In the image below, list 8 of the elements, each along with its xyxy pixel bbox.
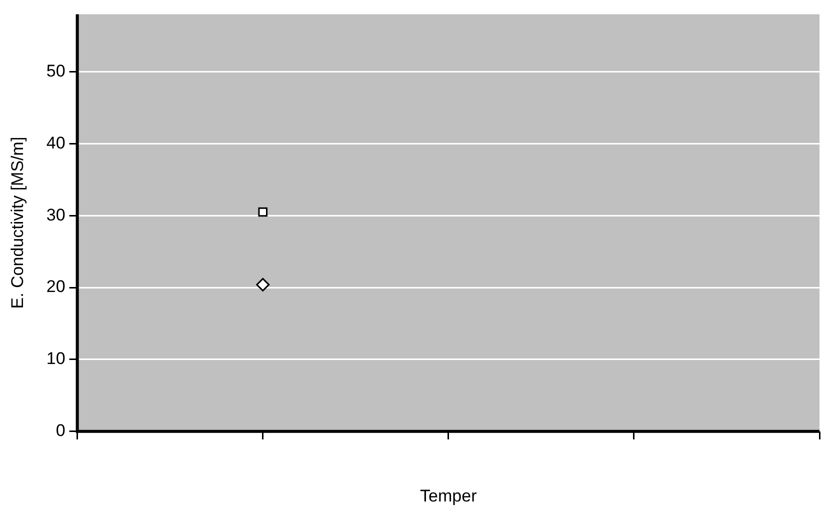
y-tick-label: 30 bbox=[46, 205, 66, 224]
y-tick-label: 50 bbox=[46, 61, 66, 80]
x-axis-title: Temper bbox=[420, 486, 478, 506]
y-tick-label: 10 bbox=[46, 349, 66, 368]
y-axis-title: E. Conductivity [MS/m] bbox=[8, 136, 27, 309]
y-tick-label: 0 bbox=[56, 421, 66, 440]
y-tick-label: 40 bbox=[46, 133, 66, 152]
y-tick-label: 20 bbox=[46, 277, 66, 296]
